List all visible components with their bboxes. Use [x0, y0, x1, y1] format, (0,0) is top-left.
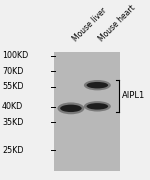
Text: 55KD: 55KD [2, 82, 24, 91]
Text: 40KD: 40KD [2, 102, 23, 111]
Text: 70KD: 70KD [2, 67, 23, 76]
Ellipse shape [84, 101, 111, 112]
Text: 100KD: 100KD [2, 51, 28, 60]
Text: Mouse heart: Mouse heart [97, 3, 138, 44]
Text: 35KD: 35KD [2, 118, 23, 127]
Bar [54, 52, 120, 171]
Ellipse shape [87, 103, 108, 110]
Text: AIPL1: AIPL1 [122, 91, 146, 100]
Ellipse shape [60, 105, 82, 112]
Text: Mouse liver: Mouse liver [71, 6, 108, 44]
Ellipse shape [57, 102, 84, 114]
Text: 25KD: 25KD [2, 146, 24, 155]
Ellipse shape [87, 82, 108, 88]
Ellipse shape [84, 80, 111, 90]
